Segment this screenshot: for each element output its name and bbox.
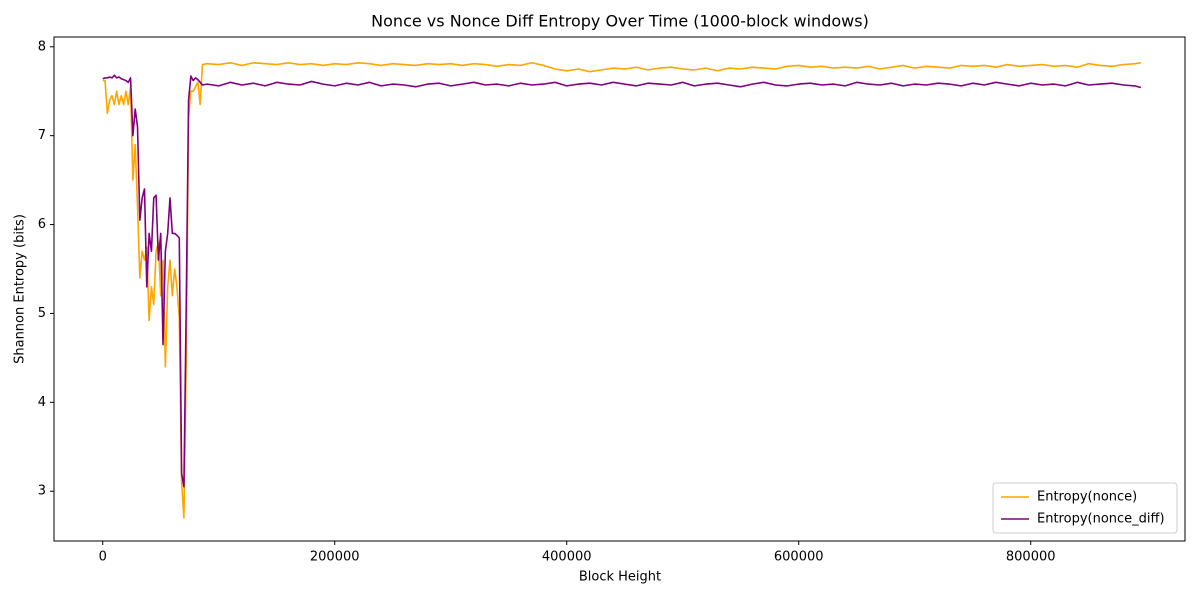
plot-frame	[53, 36, 1186, 542]
y-axis-label: Shannon Entropy (bits)	[13, 214, 28, 364]
y-tick-label: 5	[38, 306, 46, 321]
chart-title: Nonce vs Nonce Diff Entropy Over Time (1…	[371, 12, 869, 31]
legend-label: Entropy(nonce_diff)	[1037, 512, 1165, 527]
x-tick-label: 800000	[1006, 550, 1056, 565]
x-tick-label: 0	[99, 550, 107, 565]
series-line	[102, 74, 1142, 488]
legend-label: Entropy(nonce)	[1037, 490, 1137, 505]
x-tick-label: 200000	[310, 550, 360, 565]
y-tick-label: 4	[38, 395, 46, 410]
x-tick-label: 600000	[774, 550, 824, 565]
y-tick-label: 7	[38, 128, 46, 143]
series-line	[102, 61, 1142, 519]
x-tick-label: 400000	[542, 550, 592, 565]
y-tick-label: 6	[38, 217, 46, 232]
y-tick-label: 8	[38, 39, 46, 54]
y-tick-label: 3	[38, 484, 46, 499]
x-axis-label: Block Height	[579, 570, 661, 585]
legend-box	[992, 482, 1178, 534]
